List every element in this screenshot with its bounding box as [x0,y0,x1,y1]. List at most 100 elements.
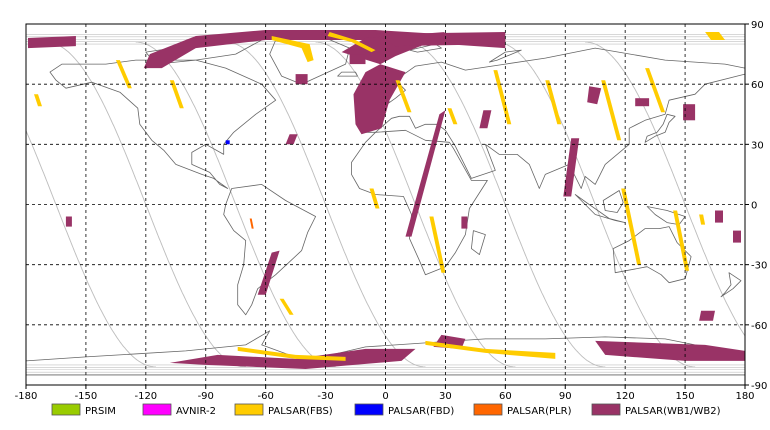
lon-tick-label: -150 [75,391,98,402]
land-indonesia [574,194,626,224]
lon-tick-label: 150 [676,391,695,402]
legend-item: PRSIM [51,403,116,417]
lon-tick-label: -180 [15,391,38,402]
legend-label: PALSAR(PLR) [507,406,572,417]
land-madagascar [470,230,486,256]
swath-palsar-fbs- [673,210,690,271]
swath-palsar-wb1-wb2- [479,110,492,129]
legend-label: PALSAR(WB1/WB2) [625,406,721,417]
swath-palsar-fbs- [493,70,512,125]
grid-lines [26,24,745,385]
lat-tick-label: 30 [751,140,764,151]
coverage-swaths [28,30,745,369]
swath-palsar-wb1-wb2- [683,104,696,121]
swath-palsar-fbs- [425,340,556,359]
swath-palsar-wb1-wb2- [733,230,741,243]
land-svalbard [409,43,442,53]
land-south-america [223,183,317,316]
swath-palsar-wb1-wb2- [65,216,72,227]
swath-palsar-fbs- [327,32,376,53]
legend-swatch [354,403,384,416]
orbit-track [26,129,156,368]
lon-tick-label: 90 [559,391,572,402]
swath-palsar-fbs- [447,108,458,125]
swath-palsar-wb1-wb2- [595,340,745,361]
orbit-track [26,129,156,368]
swath-palsar-plr- [249,218,254,229]
swath-palsar-wb1-wb2- [715,210,723,223]
lon-tick-label: 180 [735,391,754,402]
swath-palsar-fbs- [621,188,642,265]
axis-ticks: -180 -150 -120 -90 -60 -30 0 30 60 90 120 150 180 90 6… [15,20,768,402]
swath-palsar-wb1-wb2- [349,54,366,65]
lat-tick-label: 90 [751,20,764,31]
swath-palsar-fbd- [225,140,230,145]
land-australia [612,226,692,284]
legend: PRSIM AVNIR-2 PALSAR(FBS) PALSAR(FBD) PALSAR… [51,403,721,417]
legend-swatch [591,403,621,416]
lat-tick-label: -60 [751,321,767,332]
swath-palsar-fbs- [645,68,666,113]
legend-item: PALSAR(PLR) [473,403,572,417]
land-eurasia [365,47,745,189]
land-borneo [602,190,624,213]
legend-swatch [234,403,264,416]
legend-item: PALSAR(WB1/WB2) [591,403,721,417]
swath-palsar-wb1-wb2- [461,216,468,229]
swath-palsar-wb1-wb2- [169,348,416,369]
land-new-zealand [720,272,742,298]
swath-palsar-wb1-wb2- [341,32,446,135]
swath-palsar-wb1-wb2- [405,110,446,237]
legend-label: PRSIM [85,406,116,417]
swath-palsar-fbs- [429,216,446,273]
swath-palsar-wb1-wb2- [285,134,298,145]
swath-palsar-fbs- [271,36,314,63]
swath-palsar-wb1-wb2- [587,86,602,105]
swath-palsar-fbs- [169,80,184,109]
lon-tick-label: -30 [317,391,333,402]
legend-label: AVNIR-2 [176,406,216,417]
lon-tick-label: 0 [382,391,388,402]
swath-palsar-wb1-wb2- [563,138,580,197]
legend-swatch [473,403,503,416]
lon-tick-label: -90 [198,391,214,402]
land-north-america [49,59,277,189]
legend-label: PALSAR(FBS) [268,406,333,417]
lon-tick-label: 120 [616,391,635,402]
swath-palsar-fbs- [705,32,725,40]
swath-palsar-wb1-wb2- [375,32,506,47]
swath-palsar-fbs- [34,94,42,107]
legend-item: AVNIR-2 [142,403,216,417]
lat-tick-label: 60 [751,80,764,91]
legend-item: PALSAR(FBD) [354,403,454,417]
lat-tick-label: -30 [751,261,767,272]
land-africa [351,129,488,276]
lon-tick-label: 60 [499,391,512,402]
swath-palsar-fbs- [545,80,562,125]
swath-palsar-fbs- [115,60,132,89]
legend-swatch [142,403,172,416]
swath-palsar-wb1-wb2- [635,98,650,107]
swath-palsar-fbs- [699,214,706,225]
swath-palsar-fbs- [237,346,346,361]
land-novaya-zemlya [488,49,522,63]
land-iceland [337,71,358,77]
lat-tick-label: -90 [751,381,767,392]
legend-swatch [51,403,81,416]
land-new-guinea [646,206,686,226]
lat-tick-label: 0 [751,201,757,212]
swath-palsar-wb1-wb2- [295,74,308,85]
swath-palsar-wb1-wb2- [257,250,280,295]
swath-palsar-fbs- [395,80,412,113]
legend-label: PALSAR(FBD) [388,406,454,417]
lon-tick-label: -120 [134,391,157,402]
swath-palsar-wb1-wb2- [699,310,715,321]
lon-tick-label: 30 [439,391,452,402]
swath-palsar-wb1-wb2- [28,36,76,49]
swath-palsar-fbs- [279,298,294,315]
swath-palsar-fbs- [601,80,622,141]
lon-tick-label: -60 [257,391,273,402]
land-japan [644,113,676,143]
swath-palsar-fbs- [369,188,380,209]
